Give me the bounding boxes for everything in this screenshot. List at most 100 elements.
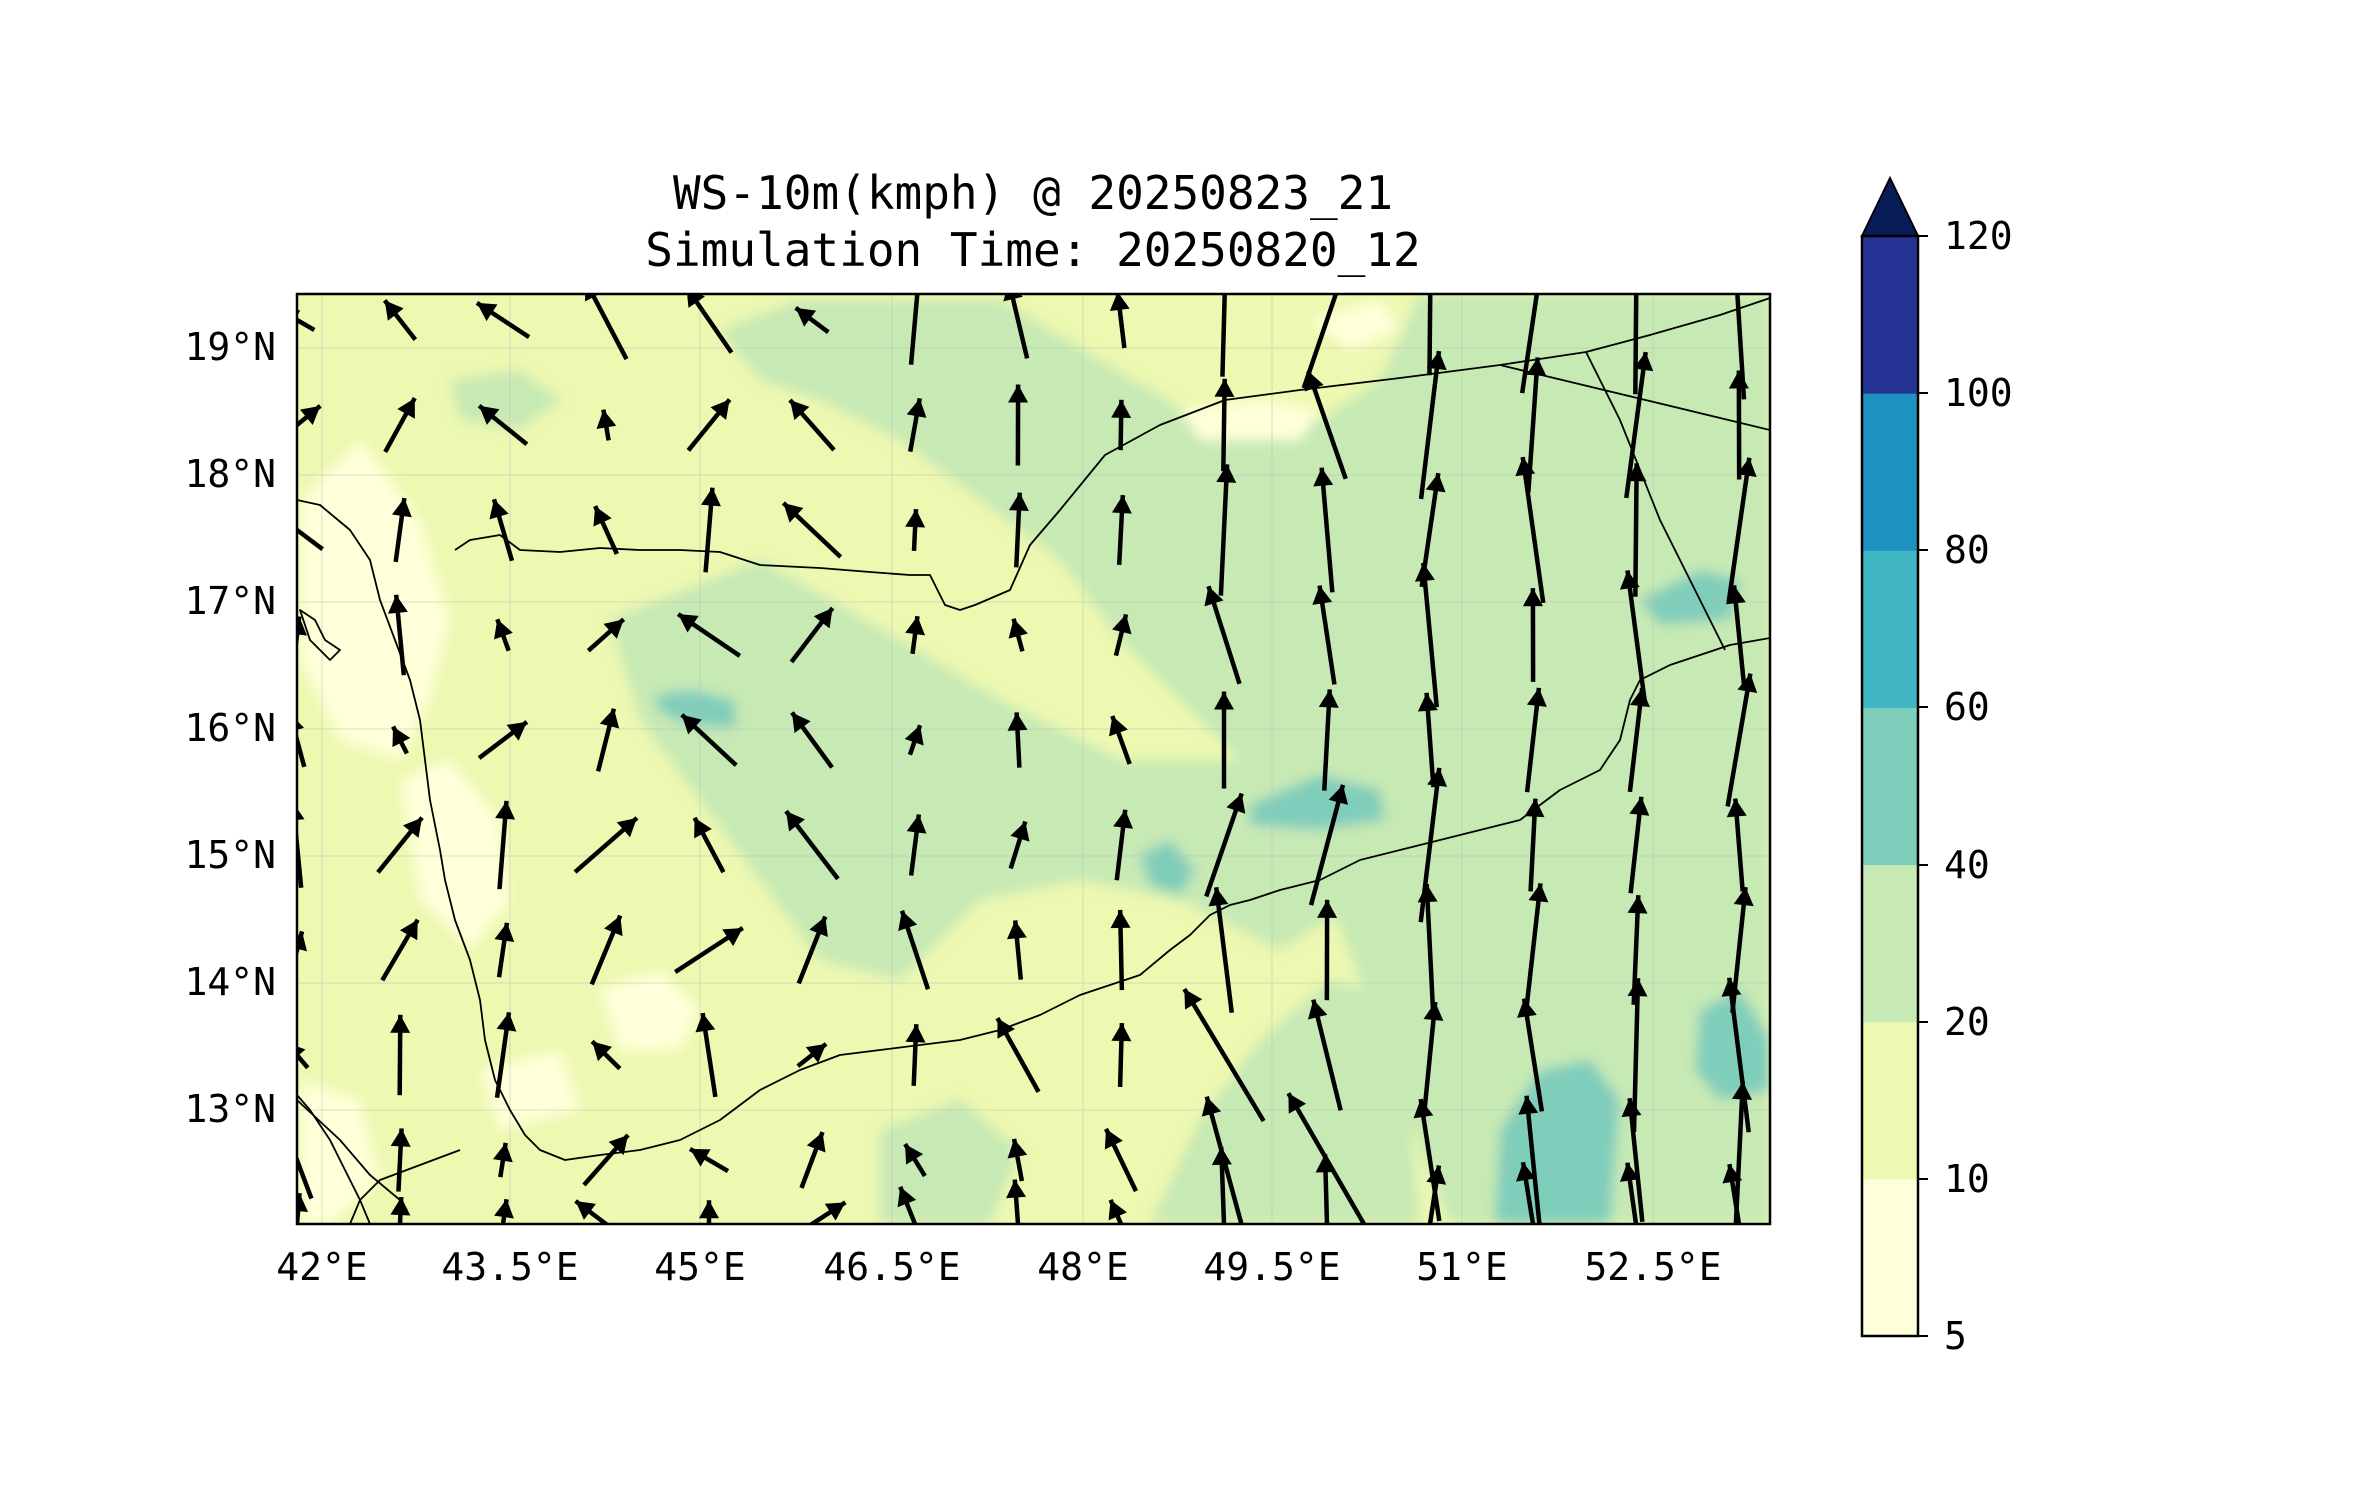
y-tick-label: 19°N	[184, 325, 276, 369]
wind-arrow	[1006, 1179, 1027, 1224]
wind-arrow	[382, 299, 418, 341]
x-tick-label: 42°E	[276, 1245, 368, 1289]
wind-arrow	[1007, 712, 1028, 768]
wind-arrow	[1109, 294, 1130, 349]
wind-arrow	[781, 501, 843, 559]
colorbar-block	[1862, 707, 1918, 866]
wind-arrow	[1318, 689, 1339, 791]
colorbar-label: 40	[1944, 843, 1990, 887]
wind-arrow	[1427, 294, 1433, 376]
x-tick-label: 49.5°E	[1203, 1245, 1340, 1289]
colorbar-block	[1862, 1178, 1918, 1337]
red-sea-islands	[299, 609, 341, 661]
colorbar-label: 20	[1944, 1000, 1990, 1044]
wind-arrow	[799, 1131, 826, 1189]
wind-arrow	[1626, 463, 1647, 597]
wind-band-40-60	[1140, 840, 1195, 895]
wind-arrow	[1522, 588, 1543, 682]
map-title-line-2: Simulation Time: 20250820_12	[645, 223, 1420, 277]
wind-arrow	[589, 914, 623, 986]
wind-arrow	[1313, 467, 1335, 593]
x-tick-label: 48°E	[1037, 1245, 1129, 1289]
wind-arrow	[1725, 673, 1758, 807]
yemen-oman-border	[1585, 351, 1726, 651]
wind-arrow	[1216, 464, 1237, 596]
wind-arrow	[582, 1133, 630, 1187]
wind-arrow	[1519, 294, 1540, 394]
wind-arrow	[1417, 883, 1438, 1017]
wind-arrow	[1426, 1165, 1447, 1224]
wind-arrow	[586, 617, 626, 653]
colorbar-block	[1862, 550, 1918, 708]
wind-arrow	[1007, 1138, 1028, 1182]
wind-arrow	[1208, 887, 1235, 1013]
map-frame	[295, 292, 1772, 1226]
wind-arrow	[574, 1199, 610, 1224]
wind-arrow	[1722, 1163, 1743, 1224]
colorbar-label: 100	[1944, 371, 2013, 415]
wind-arrow	[1628, 796, 1650, 894]
wind-arrow	[695, 1012, 718, 1098]
wind-arrow	[596, 409, 617, 441]
wind-arrow	[807, 1200, 847, 1224]
wind-arrow	[1721, 977, 1751, 1133]
wind-arrow	[387, 594, 408, 676]
wind-arrow	[1523, 883, 1549, 1017]
wind-arrow	[392, 497, 412, 563]
wind-arrow	[680, 713, 738, 767]
wind-arrow	[676, 612, 742, 658]
colorbar-ticks	[1918, 235, 1928, 1337]
wind-band-20-40	[450, 370, 560, 430]
wind-arrow	[494, 1012, 517, 1098]
wind-arrow	[494, 1198, 514, 1224]
wind-arrow	[906, 814, 927, 876]
wind-arrow	[905, 615, 926, 655]
wind-arrow	[673, 926, 745, 974]
eritrea-ethiopia-border	[297, 1099, 401, 1201]
wind-arrow	[1110, 909, 1131, 991]
colorbar-label: 60	[1944, 685, 1990, 729]
colorbar: 5 10 20 40 60 80 100 120	[1860, 175, 2013, 1358]
wind-arrow	[1515, 456, 1546, 604]
wind-arrow	[796, 1042, 828, 1068]
wind-arrow	[1214, 378, 1235, 472]
wind-band-40-60	[1640, 570, 1740, 625]
wind-arrow	[1624, 351, 1654, 499]
y-axis-ticks: 13°N 14°N 15°N 16°N 17°N 18°N 19°N	[184, 325, 276, 1131]
wind-arrow	[1417, 692, 1438, 788]
wind-arrow	[1112, 613, 1132, 657]
colorbar-label: 5	[1944, 1314, 1967, 1358]
wind-band-40-60	[655, 690, 735, 728]
x-tick-label: 46.5°E	[823, 1245, 960, 1289]
colorbar-label: 120	[1944, 214, 2013, 258]
wind-arrow	[1008, 618, 1028, 652]
wind-arrow	[790, 711, 834, 769]
wind-arrow	[477, 720, 529, 760]
wind-arrow	[1304, 370, 1348, 480]
wind-arrow	[593, 505, 619, 555]
wind-arrow	[1182, 987, 1266, 1123]
wind-arrow	[905, 1024, 926, 1086]
wind-arrow	[1307, 999, 1343, 1111]
wind-arrow	[1633, 294, 1639, 395]
wind-arrow	[1008, 384, 1029, 466]
y-tick-label: 17°N	[184, 579, 276, 623]
wind-arrow	[297, 808, 305, 888]
colorbar-frame	[1860, 234, 1920, 1338]
wind-arrow	[904, 724, 924, 756]
wind-arrow	[390, 1196, 411, 1224]
wind-arrow	[1418, 350, 1447, 500]
wind-arrow	[995, 1017, 1041, 1093]
wind-arrow	[692, 816, 726, 874]
wind-arrow	[297, 1192, 309, 1224]
colorbar-block	[1862, 1021, 1918, 1180]
wind-arrow	[686, 398, 732, 452]
wind-band-20-40	[720, 294, 1770, 1224]
x-tick-label: 43.5°E	[441, 1245, 578, 1289]
wind-band-5-10	[300, 1080, 380, 1224]
y-tick-label: 16°N	[184, 706, 276, 750]
wind-arrow	[1726, 798, 1747, 892]
y-tick-label: 14°N	[184, 960, 276, 1004]
wind-arrow	[1317, 899, 1338, 1001]
